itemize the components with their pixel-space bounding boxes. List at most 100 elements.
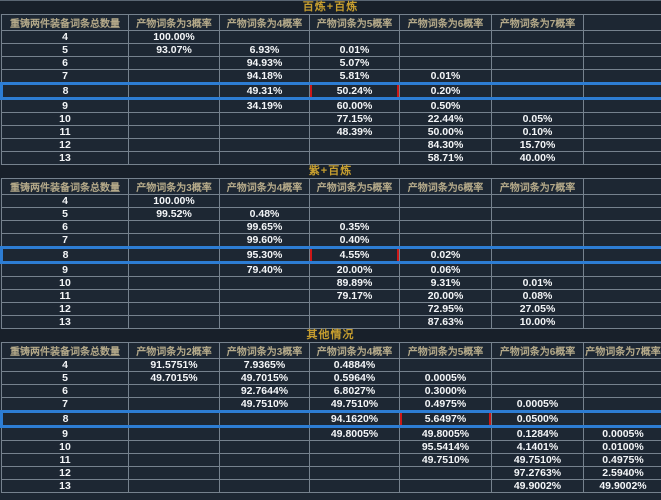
value-cell — [399, 207, 492, 221]
probability-table: 重铸两件装备词条总数量 产物词条为3概率 产物词条为4概率 产物词条为5概率 产物词条为… — [0, 14, 661, 165]
value-cell: 0.01% — [399, 69, 492, 84]
section-title: 其他情况 — [0, 329, 661, 342]
table-row: 10 89.89% 9.31% 0.01% — [1, 276, 661, 290]
value-cell — [399, 466, 492, 480]
value-cell — [219, 440, 310, 454]
table-row: 5 93.07% 6.93% 0.01% — [1, 43, 661, 57]
value-cell — [219, 194, 310, 208]
column-header: 产物词条为3概率 — [219, 342, 310, 359]
value-cell — [309, 207, 400, 221]
section-other-cases: 其他情况 重铸两件装备词条总数量 产物词条为2概率 产物词条为3概率 产物词条为4概率… — [0, 329, 661, 493]
header-row: 重铸两件装备词条总数量 产物词条为3概率 产物词条为4概率 产物词条为5概率 产物词条为… — [1, 14, 661, 31]
value-cell — [309, 30, 400, 44]
row-label-cell: 8 — [0, 410, 129, 428]
value-cell: 20.00% — [399, 289, 492, 303]
value-cell: 0.20% — [399, 82, 492, 100]
value-cell: 49.7015% — [219, 371, 310, 385]
value-cell: 87.63% — [399, 315, 492, 329]
value-cell: 0.1284% — [491, 426, 584, 441]
value-cell — [583, 233, 661, 248]
row-label-cell: 12 — [1, 466, 129, 480]
value-cell — [583, 125, 661, 139]
table-row: 13 49.9002% 49.9002% — [1, 479, 661, 493]
header-row: 重铸两件装备词条总数量 产物词条为3概率 产物词条为4概率 产物词条为5概率 产物词条为… — [1, 178, 661, 195]
table-row: 9 34.19% 60.00% 0.50% — [1, 98, 661, 113]
value-cell — [128, 246, 220, 264]
table-row: 10 95.5414% 4.1401% 0.0100% — [1, 440, 661, 454]
value-cell — [491, 56, 584, 70]
row-label-cell: 4 — [1, 358, 129, 372]
value-cell: 0.50% — [399, 98, 492, 113]
value-cell — [128, 220, 220, 234]
value-cell — [583, 384, 661, 398]
row-label-cell: 12 — [1, 138, 129, 152]
value-cell — [491, 220, 584, 234]
value-cell — [583, 151, 661, 165]
value-cell: 4.1401% — [491, 440, 584, 454]
row-label-cell: 4 — [1, 30, 129, 44]
value-cell — [583, 289, 661, 303]
column-header — [583, 14, 661, 31]
value-cell — [583, 276, 661, 290]
value-cell: 0.0500% — [491, 410, 584, 428]
value-cell — [583, 69, 661, 84]
value-cell — [128, 125, 220, 139]
row-label-cell: 12 — [1, 302, 129, 316]
value-cell: 94.1620% — [309, 410, 400, 428]
value-cell: 77.15% — [309, 112, 400, 126]
value-cell: 10.00% — [491, 315, 584, 329]
value-cell — [128, 233, 220, 248]
value-cell: 97.2763% — [491, 466, 584, 480]
value-cell — [309, 466, 400, 480]
value-cell — [128, 276, 220, 290]
row-label-cell: 4 — [1, 194, 129, 208]
table-row: 6 92.7644% 6.8027% 0.3000% — [1, 384, 661, 398]
row-label-cell: 9 — [1, 98, 129, 113]
column-header — [583, 178, 661, 195]
value-cell — [491, 233, 584, 248]
value-cell — [399, 220, 492, 234]
row-label-cell: 10 — [1, 276, 129, 290]
row-label-cell: 9 — [1, 426, 129, 441]
value-cell: 20.00% — [309, 262, 400, 277]
value-cell: 2.5940% — [583, 466, 661, 480]
value-cell — [583, 194, 661, 208]
value-cell: 0.0100% — [583, 440, 661, 454]
value-cell — [309, 440, 400, 454]
value-cell: 49.9002% — [491, 479, 584, 493]
value-cell — [128, 82, 220, 100]
value-cell — [128, 289, 220, 303]
value-cell — [491, 358, 584, 372]
value-cell: 100.00% — [128, 30, 220, 44]
section-title: 紫+百炼 — [0, 165, 661, 178]
value-cell — [128, 262, 220, 277]
row-label-cell: 11 — [1, 289, 129, 303]
row-label-cell: 5 — [1, 43, 129, 57]
value-cell — [583, 358, 661, 372]
value-cell — [309, 151, 400, 165]
value-cell — [128, 426, 220, 441]
value-cell — [583, 371, 661, 385]
row-label-cell: 8 — [0, 246, 129, 264]
value-cell: 92.7644% — [219, 384, 310, 398]
value-cell — [491, 246, 584, 264]
value-cell: 79.17% — [309, 289, 400, 303]
value-cell — [128, 479, 220, 493]
value-cell: 0.40% — [309, 233, 400, 248]
row-label-cell: 13 — [1, 479, 129, 493]
table-row: 12 72.95% 27.05% — [1, 302, 661, 316]
column-header: 重铸两件装备词条总数量 — [1, 342, 129, 359]
value-cell: 6.8027% — [309, 384, 400, 398]
row-label-cell: 8 — [0, 82, 129, 100]
column-header: 重铸两件装备词条总数量 — [1, 14, 129, 31]
value-cell — [309, 194, 400, 208]
value-cell — [399, 194, 492, 208]
value-cell: 9.31% — [399, 276, 492, 290]
table-row: 6 94.93% 5.07% — [1, 56, 661, 70]
value-cell: 99.52% — [128, 207, 220, 221]
row-label-cell: 5 — [1, 371, 129, 385]
value-cell — [491, 371, 584, 385]
table-row: 12 84.30% 15.70% — [1, 138, 661, 152]
value-cell — [219, 302, 310, 316]
value-cell — [309, 138, 400, 152]
